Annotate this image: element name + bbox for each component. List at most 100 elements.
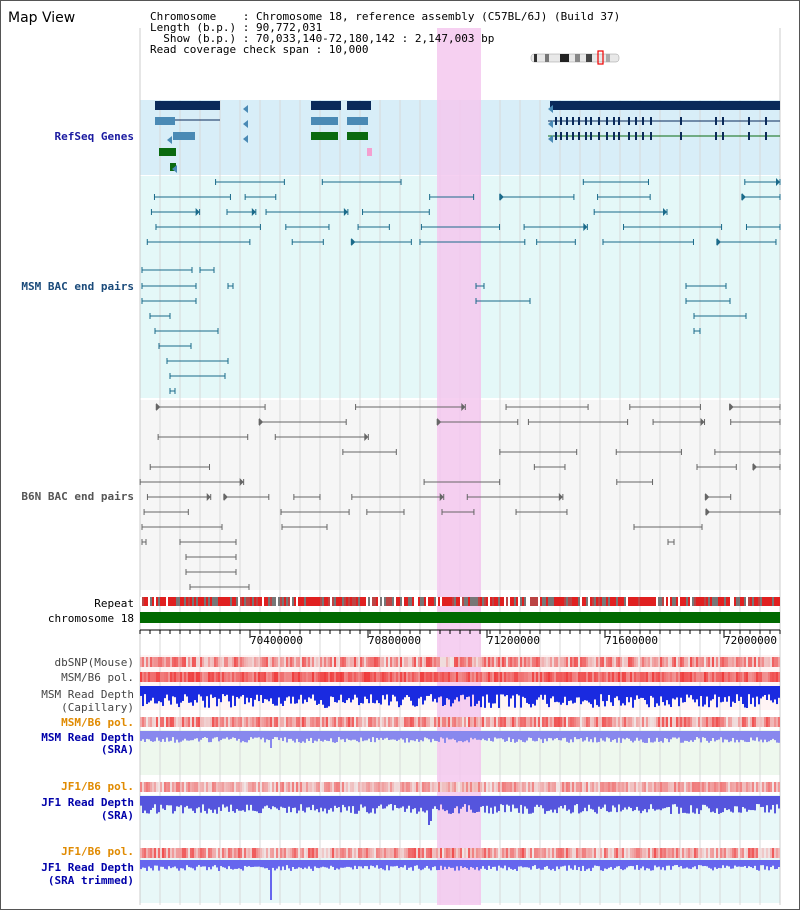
track-label-refseq[interactable]: RefSeq Genes bbox=[54, 130, 134, 143]
track-label-jf1-read-trim-1[interactable]: JF1 Read Depth bbox=[41, 861, 134, 874]
pol-cell bbox=[678, 717, 680, 727]
pol-cell bbox=[608, 782, 610, 792]
depth-bar-msm-sra bbox=[144, 731, 146, 742]
depth-bar-msm-sra bbox=[272, 731, 274, 740]
gene-block bbox=[170, 163, 176, 171]
repeat-segment bbox=[426, 597, 428, 606]
pol-cell bbox=[178, 848, 180, 858]
repeat-segment bbox=[546, 597, 548, 606]
pol-cell bbox=[268, 672, 270, 682]
pol-cell bbox=[600, 672, 602, 682]
track-label-msm-read-cap-1[interactable]: MSM Read Depth bbox=[41, 688, 134, 701]
track-label-msm-read-sra-1[interactable]: MSM Read Depth bbox=[41, 731, 134, 744]
repeat-segment bbox=[622, 597, 624, 606]
dbsnp-cell bbox=[564, 657, 566, 667]
dbsnp-cell bbox=[202, 657, 204, 667]
depth-bar-jf1-sra bbox=[194, 796, 196, 814]
pol-cell bbox=[676, 672, 678, 682]
pol-cell bbox=[420, 782, 422, 792]
track-label-jf1-read-sra-1[interactable]: JF1 Read Depth bbox=[41, 796, 134, 809]
depth-bar-jf1-trim bbox=[588, 860, 590, 869]
track-label-msm-bac[interactable]: MSM BAC end pairs bbox=[21, 280, 134, 293]
depth-bar-capillary bbox=[312, 686, 314, 695]
pol-cell bbox=[598, 717, 600, 727]
pol-cell bbox=[234, 672, 236, 682]
repeat-segment bbox=[732, 597, 734, 606]
depth-bar-msm-sra bbox=[642, 731, 644, 743]
dbsnp-cell bbox=[744, 657, 746, 667]
track-label-dbsnp[interactable]: dbSNP(Mouse) bbox=[54, 656, 134, 669]
depth-bar-jf1-sra bbox=[246, 796, 248, 805]
repeat-segment bbox=[198, 597, 200, 606]
track-label-repeat[interactable]: Repeat bbox=[94, 597, 134, 610]
depth-bar-jf1-sra bbox=[730, 796, 732, 812]
repeat-segment bbox=[772, 597, 774, 606]
depth-bar-jf1-sra bbox=[196, 796, 198, 809]
repeat-segment bbox=[586, 597, 588, 606]
pol-cell bbox=[528, 848, 530, 858]
depth-bar-jf1-trim bbox=[444, 860, 446, 867]
depth-bar-msm-sra bbox=[676, 731, 678, 739]
pol-cell bbox=[568, 672, 570, 682]
track-label-chromosome[interactable]: chromosome 18 bbox=[47, 612, 134, 625]
pol-cell bbox=[408, 717, 410, 727]
depth-bar-msm-sra bbox=[566, 731, 568, 742]
repeat-segment bbox=[428, 597, 430, 606]
msm-bac-arrow bbox=[663, 208, 668, 216]
depth-bar-msm-sra bbox=[418, 731, 420, 742]
pol-cell bbox=[386, 848, 388, 858]
pol-cell bbox=[358, 782, 360, 792]
depth-bar-jf1-trim bbox=[618, 860, 620, 867]
pol-cell bbox=[478, 848, 480, 858]
pol-cell bbox=[392, 848, 394, 858]
track-label-msm-read-cap-2[interactable]: (Capillary) bbox=[61, 701, 134, 714]
pol-cell bbox=[768, 717, 770, 727]
pol-cell bbox=[516, 848, 518, 858]
track-label-jf1-read-sra-2[interactable]: (SRA) bbox=[100, 809, 134, 822]
pol-cell bbox=[382, 717, 384, 727]
pol-cell bbox=[398, 782, 400, 792]
depth-bar-jf1-sra bbox=[360, 796, 362, 805]
depth-bar-msm-sra bbox=[526, 731, 528, 741]
depth-bar-capillary bbox=[328, 686, 330, 707]
depth-bar-jf1-trim bbox=[390, 860, 392, 867]
depth-bar-jf1-trim bbox=[628, 860, 630, 867]
depth-bar-msm-sra bbox=[342, 731, 344, 740]
depth-bar-capillary bbox=[740, 686, 742, 697]
depth-bar-jf1-sra bbox=[228, 796, 230, 812]
dbsnp-cell bbox=[458, 657, 460, 667]
pol-cell bbox=[774, 672, 776, 682]
track-label-b6n-bac[interactable]: B6N BAC end pairs bbox=[21, 490, 134, 503]
pol-cell bbox=[586, 848, 588, 858]
pol-cell bbox=[596, 848, 598, 858]
depth-bar-jf1-sra bbox=[466, 796, 468, 812]
pol-cell bbox=[174, 672, 176, 682]
depth-bar-msm-sra bbox=[140, 731, 142, 741]
track-label-jf1-b6-pol[interactable]: JF1/B6 pol. bbox=[61, 780, 134, 793]
pol-cell bbox=[384, 782, 386, 792]
track-label-jf1-read-trim-2[interactable]: (SRA trimmed) bbox=[47, 874, 134, 887]
pol-cell bbox=[224, 672, 226, 682]
depth-bar-jf1-trim bbox=[248, 860, 250, 867]
pol-cell bbox=[162, 672, 164, 682]
pol-cell bbox=[398, 848, 400, 858]
depth-bar-jf1-sra bbox=[556, 796, 558, 814]
depth-bar-capillary bbox=[708, 686, 710, 708]
depth-bar-jf1-trim bbox=[470, 860, 472, 867]
track-label-msm-read-sra-2[interactable]: (SRA) bbox=[100, 743, 134, 756]
depth-bar-jf1-sra bbox=[388, 796, 390, 805]
repeat-segment bbox=[584, 597, 586, 606]
track-label-msm-b6-pol2[interactable]: MSM/B6 pol. bbox=[61, 716, 134, 729]
dbsnp-cell bbox=[760, 657, 762, 667]
depth-bar-jf1-trim bbox=[528, 860, 530, 868]
pol-cell bbox=[168, 672, 170, 682]
depth-bar-msm-sra bbox=[280, 731, 282, 738]
track-label-jf1-b6-pol2[interactable]: JF1/B6 pol. bbox=[61, 845, 134, 858]
pol-cell bbox=[680, 717, 682, 727]
depth-bar-jf1-sra bbox=[152, 796, 154, 808]
depth-bar-capillary bbox=[664, 686, 666, 706]
pol-cell bbox=[452, 848, 454, 858]
depth-bar-jf1-trim bbox=[176, 860, 178, 869]
pol-cell bbox=[656, 848, 658, 858]
track-label-msm-b6-pol[interactable]: MSM/B6 pol. bbox=[61, 671, 134, 684]
